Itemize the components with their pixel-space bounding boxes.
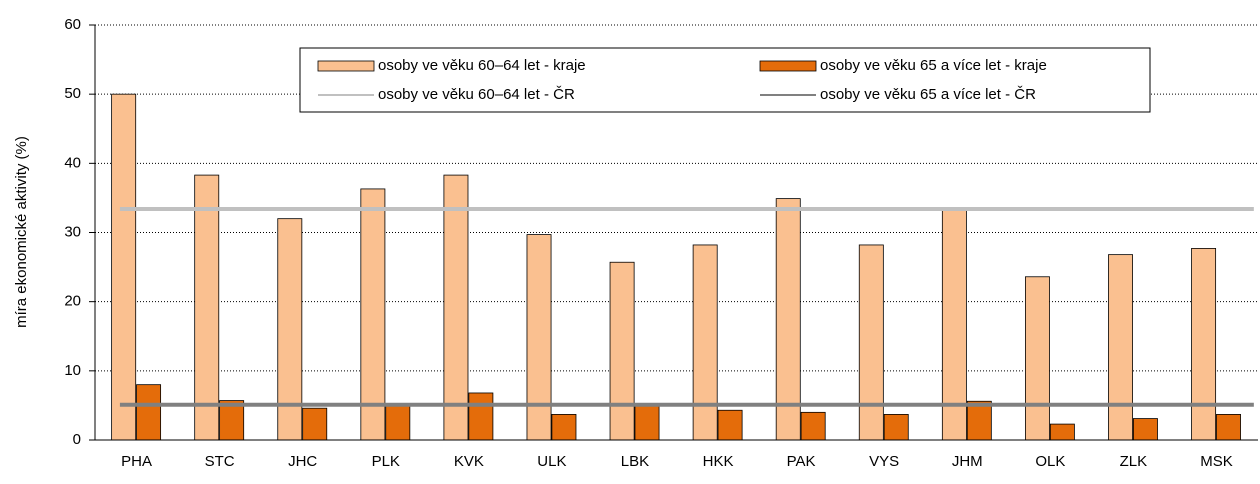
x-tick-label: VYS <box>869 453 899 470</box>
bar <box>526 234 552 441</box>
bar <box>1108 254 1133 441</box>
x-tick-label: KVK <box>454 453 484 470</box>
y-tick-label: 50 <box>64 85 81 102</box>
bar <box>302 407 328 441</box>
legend-label: osoby ve věku 60–64 let - ČR <box>378 86 575 103</box>
bar <box>551 414 577 441</box>
x-tick-label: HKK <box>703 453 734 470</box>
bar <box>385 405 411 441</box>
bar <box>443 174 469 441</box>
bar <box>1025 276 1050 441</box>
x-tick-label: LBK <box>621 453 649 470</box>
x-tick-label: PHA <box>121 453 152 470</box>
bar <box>717 409 743 441</box>
x-tick-label: MSK <box>1200 453 1233 470</box>
bar <box>1216 414 1241 441</box>
bar <box>136 384 162 441</box>
x-tick-label: JHC <box>288 453 317 470</box>
legend-swatch <box>317 60 375 72</box>
bar <box>277 218 303 441</box>
bar <box>634 405 660 441</box>
y-tick-label: 60 <box>64 16 81 33</box>
legend-label: osoby ve věku 60–64 let - kraje <box>378 57 586 74</box>
legend-label: osoby ve věku 65 a více let - kraje <box>820 57 1047 74</box>
bar <box>468 392 494 441</box>
x-tick-label: ZLK <box>1120 453 1148 470</box>
bar <box>858 244 884 441</box>
bar <box>966 400 992 441</box>
bar <box>1132 418 1158 441</box>
y-axis-label: míra ekonomické aktivity (%) <box>13 136 30 328</box>
y-tick-label: 40 <box>64 154 81 171</box>
x-tick-label: STC <box>205 453 235 470</box>
bar <box>692 244 718 441</box>
y-tick-label: 20 <box>64 293 81 310</box>
bar <box>219 400 245 441</box>
bar <box>1049 423 1075 441</box>
bar <box>194 174 220 441</box>
y-tick-label: 30 <box>64 223 81 240</box>
bar <box>800 411 826 441</box>
bar <box>360 188 386 441</box>
x-tick-label: JHM <box>952 453 983 470</box>
bar <box>609 261 635 441</box>
legend-label: osoby ve věku 65 a více let - ČR <box>820 86 1036 103</box>
bar <box>883 414 909 441</box>
x-tick-label: PLK <box>372 453 400 470</box>
legend-box <box>299 47 1151 113</box>
y-tick-label: 10 <box>64 362 81 379</box>
x-tick-label: OLK <box>1035 453 1065 470</box>
bar <box>1191 248 1217 441</box>
y-tick-label: 0 <box>73 431 81 448</box>
legend-swatch <box>759 60 817 72</box>
x-tick-label: ULK <box>537 453 566 470</box>
x-tick-label: PAK <box>787 453 816 470</box>
bar <box>111 93 137 441</box>
